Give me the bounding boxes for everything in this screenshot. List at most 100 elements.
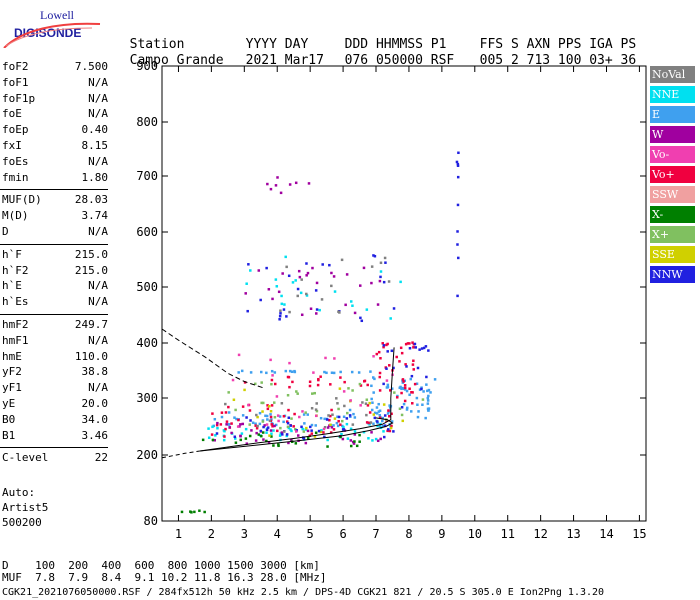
data-point: [310, 432, 314, 435]
data-point: [235, 417, 238, 421]
param-name: h`F: [2, 247, 22, 261]
data-point: [237, 353, 241, 357]
data-point: [425, 383, 428, 386]
data-point: [222, 438, 226, 442]
data-point: [189, 510, 192, 513]
legend-entry-nnw: NNW: [650, 266, 695, 283]
data-point: [289, 428, 292, 431]
data-point: [279, 312, 282, 315]
data-point: [368, 401, 371, 405]
data-point: [255, 413, 258, 417]
data-point: [261, 420, 265, 423]
y-tick-label: 900: [136, 59, 158, 73]
data-point: [346, 437, 350, 440]
logo-lowell: Lowell: [40, 8, 75, 22]
data-point: [327, 414, 330, 417]
data-point: [224, 427, 227, 431]
data-point: [314, 424, 317, 427]
data-point: [234, 408, 237, 412]
data-point: [365, 413, 368, 417]
data-point: [287, 441, 290, 445]
data-point: [415, 396, 419, 400]
data-point: [201, 438, 205, 442]
data-point: [290, 429, 293, 433]
data-point: [383, 256, 387, 260]
data-point: [270, 404, 274, 407]
data-point: [400, 351, 404, 355]
data-point: [406, 342, 410, 345]
data-point: [373, 416, 377, 420]
data-point: [379, 437, 382, 441]
data-point: [193, 510, 196, 514]
data-point: [408, 346, 412, 350]
data-point: [416, 415, 420, 419]
param-name: MUF(D): [2, 193, 42, 207]
data-point: [271, 297, 274, 301]
data-point: [311, 266, 314, 270]
x-tick-label: 15: [632, 527, 646, 541]
data-point: [372, 422, 375, 426]
data-point: [239, 438, 243, 442]
data-point: [266, 426, 270, 429]
data-point: [279, 309, 282, 312]
y-tick-label: 200: [136, 448, 158, 462]
data-point: [402, 402, 406, 406]
data-point: [456, 203, 460, 207]
data-point: [370, 397, 373, 401]
data-point: [399, 385, 402, 389]
param-value: 3.46: [81, 428, 109, 442]
data-point: [245, 442, 249, 445]
data-point: [353, 440, 356, 443]
data-point: [285, 265, 288, 269]
data-point: [279, 426, 282, 430]
data-point: [269, 409, 273, 413]
data-point: [219, 423, 223, 426]
data-point: [282, 420, 285, 424]
data-point: [388, 414, 391, 418]
data-point: [381, 416, 385, 420]
data-point: [216, 421, 219, 425]
data-point: [377, 402, 380, 406]
data-point: [422, 346, 426, 350]
x-tick-label: 13: [566, 527, 580, 541]
data-point: [315, 281, 319, 285]
data-point: [329, 431, 333, 434]
param-name: foE: [2, 107, 22, 121]
data-point: [400, 387, 403, 391]
param-separator: [0, 243, 108, 245]
data-point: [313, 391, 316, 395]
param-value: N/A: [88, 75, 108, 89]
data-point: [403, 384, 407, 387]
data-point: [305, 426, 308, 430]
data-point: [241, 405, 245, 408]
data-point: [265, 428, 269, 432]
data-point: [349, 444, 353, 448]
data-point: [400, 406, 404, 409]
data-point: [332, 275, 336, 278]
data-point: [427, 388, 431, 392]
data-point: [382, 280, 386, 284]
hdr-ffs-value: 005 2 713 100 03+ 36: [479, 53, 637, 68]
data-point: [245, 416, 248, 419]
data-point: [433, 378, 437, 381]
data-point: [316, 383, 320, 387]
param-separator: [0, 314, 108, 315]
param-value: 7.500: [74, 60, 108, 73]
data-point: [259, 298, 262, 302]
data-point: [248, 434, 252, 438]
data-point: [420, 387, 423, 391]
data-point: [386, 412, 390, 415]
data-point: [368, 411, 372, 414]
data-point: [457, 151, 460, 155]
data-point: [332, 424, 335, 427]
data-point: [285, 420, 289, 423]
data-point: [336, 402, 339, 405]
data-point: [265, 431, 268, 434]
footer-info: CGK21_2021076050000.RSF / 284fx512h 50 k…: [2, 587, 605, 598]
data-point: [306, 413, 309, 416]
data-point: [326, 438, 329, 442]
data-point: [358, 440, 361, 443]
data-point: [375, 406, 379, 409]
x-tick-label: 6: [339, 527, 346, 541]
legend-entry-sse: SSE: [650, 246, 695, 263]
